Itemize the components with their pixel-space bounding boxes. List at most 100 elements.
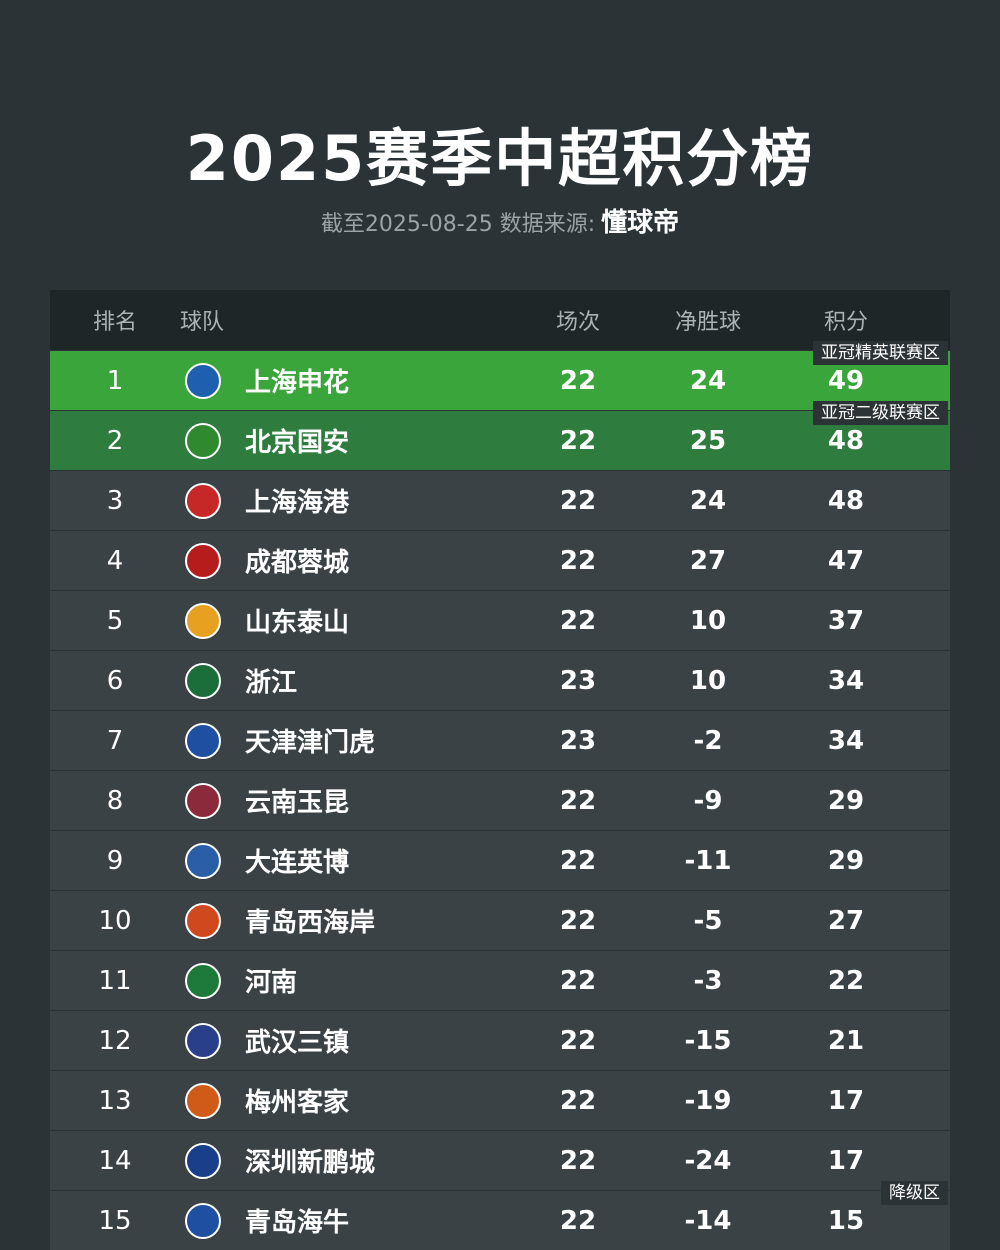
team-name: 梅州客家 (245, 1088, 350, 1118)
played: 22 (559, 845, 597, 876)
team-name: 上海申花 (245, 368, 350, 398)
team-logo (185, 363, 221, 399)
team-name: 山东泰山 (245, 608, 350, 638)
team-logo (185, 1143, 221, 1179)
header-row: 排名 球队 场次 净胜球 积分 (50, 290, 950, 350)
goal-diff: -11 (684, 845, 732, 876)
played: 22 (559, 1025, 597, 1056)
points: 17 (827, 1145, 865, 1176)
team-logo (185, 543, 221, 579)
goal-diff: -19 (684, 1085, 732, 1116)
team-name: 天津津门虎 (245, 728, 376, 758)
team-logo (185, 1203, 221, 1239)
rank: 6 (106, 665, 124, 696)
team-name: 成都蓉城 (245, 548, 350, 578)
goal-diff: 27 (689, 545, 727, 576)
rank: 4 (106, 545, 124, 576)
played: 22 (559, 425, 597, 456)
table-row: 13 梅州客家 22 -19 17 (50, 1070, 950, 1130)
col-header: 积分 (823, 310, 868, 335)
team-logo (185, 783, 221, 819)
table-row: 8 云南玉昆 22 -9 29 (50, 770, 950, 830)
team-logo (185, 1023, 221, 1059)
rank: 13 (98, 1085, 132, 1116)
standings-table: 排名 球队 场次 净胜球 积分 1 上海申花 22 24 49 亚冠精英联赛区 2 北京国安 2… (50, 290, 950, 1250)
team-name: 北京国安 (245, 428, 350, 458)
team-name: 大连英博 (245, 848, 350, 878)
team-name: 云南玉昆 (245, 788, 350, 818)
goal-diff: -2 (693, 725, 723, 756)
title: 2025赛季中超积分榜 (185, 122, 815, 195)
rank: 10 (98, 905, 132, 936)
table-row: 14 深圳新鹏城 22 -24 17 (50, 1130, 950, 1190)
points: 29 (827, 845, 865, 876)
points: 34 (827, 665, 865, 696)
page: 2025赛季中超积分榜 截至2025-08-25 数据来源: 懂球帝 排名 球队 … (50, 122, 950, 1250)
table-row: 5 山东泰山 22 10 37 (50, 590, 950, 650)
goal-diff: -3 (693, 965, 723, 996)
col-header: 排名 (92, 310, 137, 335)
table-row: 4 成都蓉城 22 27 47 (50, 530, 950, 590)
team-logo (185, 1083, 221, 1119)
points: 48 (827, 425, 865, 456)
table-row: 9 大连英博 22 -11 29 (50, 830, 950, 890)
rank: 14 (98, 1145, 132, 1176)
rank: 8 (106, 785, 124, 816)
played: 22 (559, 1145, 597, 1176)
col-header: 净胜球 (674, 310, 741, 335)
team-logo (185, 663, 221, 699)
rank: 7 (106, 725, 124, 756)
rank: 3 (106, 485, 124, 516)
goal-diff: 24 (689, 485, 727, 516)
goal-diff: -15 (684, 1025, 732, 1056)
points: 34 (827, 725, 865, 756)
goal-diff: -9 (693, 785, 723, 816)
table-row: 10 青岛西海岸 22 -5 27 (50, 890, 950, 950)
goal-diff: -24 (684, 1145, 732, 1176)
team-logo (185, 903, 221, 939)
rank: 15 (98, 1205, 132, 1236)
played: 22 (559, 485, 597, 516)
played: 22 (559, 545, 597, 576)
team-name: 青岛海牛 (245, 1208, 350, 1238)
points: 48 (827, 485, 865, 516)
rank: 9 (106, 845, 124, 876)
team-logo (185, 843, 221, 879)
table-row: 11 河南 22 -3 22 (50, 950, 950, 1010)
table-row: 7 天津津门虎 23 -2 34 (50, 710, 950, 770)
played: 22 (559, 965, 597, 996)
source: 懂球帝 (601, 208, 680, 238)
zone-label: 降级区 (881, 1181, 948, 1205)
points: 27 (827, 905, 865, 936)
played: 23 (559, 665, 597, 696)
points: 15 (827, 1205, 865, 1236)
table-row: 1 上海申花 22 24 49 亚冠精英联赛区 (50, 341, 950, 410)
goal-diff: 10 (689, 605, 727, 636)
table-row: 12 武汉三镇 22 -15 21 (50, 1010, 950, 1070)
points: 37 (827, 605, 865, 636)
team-logo (185, 963, 221, 999)
team-logo (185, 603, 221, 639)
goal-diff: 10 (689, 665, 727, 696)
rank: 11 (98, 965, 132, 996)
team-logo (185, 423, 221, 459)
table-row: 6 浙江 23 10 34 (50, 650, 950, 710)
played: 23 (559, 725, 597, 756)
team-name: 上海海港 (245, 488, 350, 518)
goal-diff: -5 (693, 905, 723, 936)
points: 17 (827, 1085, 865, 1116)
played: 22 (559, 1085, 597, 1116)
played: 22 (559, 905, 597, 936)
col-header: 场次 (555, 310, 600, 335)
table-row: 3 上海海港 22 24 48 (50, 470, 950, 530)
team-logo (185, 723, 221, 759)
rank: 12 (98, 1025, 132, 1056)
team-name: 浙江 (245, 668, 298, 698)
subtitle-text: 截至2025-08-25 数据来源: (320, 212, 596, 237)
played: 22 (559, 605, 597, 636)
played: 22 (559, 785, 597, 816)
rank: 2 (106, 425, 124, 456)
goal-diff: 25 (689, 425, 727, 456)
points: 29 (827, 785, 865, 816)
zone-label: 亚冠二级联赛区 (813, 401, 948, 425)
